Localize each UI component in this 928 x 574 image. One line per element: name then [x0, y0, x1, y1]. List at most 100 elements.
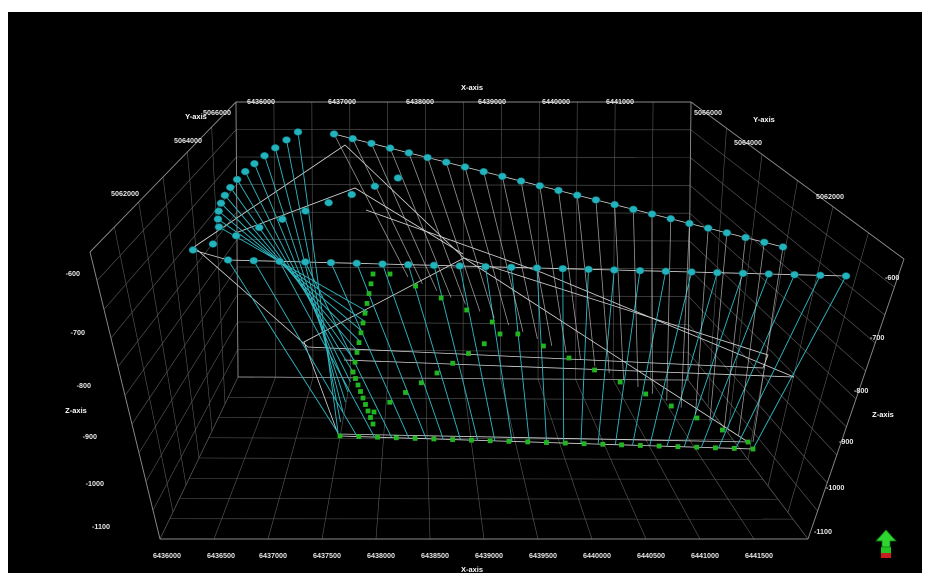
green-marker — [581, 441, 587, 447]
z-left-tick: -1000 — [86, 479, 104, 488]
z-axis-title-right: Z-axis — [872, 410, 894, 419]
green-marker — [745, 439, 751, 445]
green-marker — [370, 421, 376, 427]
cyan-marker — [460, 163, 470, 171]
green-marker — [438, 295, 444, 301]
well-path-line — [253, 260, 358, 437]
green-marker — [713, 445, 718, 451]
cyan-marker — [367, 139, 376, 148]
x-bottom-tick: 6438000 — [367, 551, 395, 560]
cyan-marker — [220, 191, 230, 200]
cyan-marker — [249, 256, 259, 265]
cyan-marker — [635, 266, 645, 275]
cyan-marker — [378, 260, 387, 268]
grid-line — [179, 498, 779, 500]
green-marker — [637, 443, 643, 448]
cyan-marker — [348, 135, 358, 143]
z-left-tick: -600 — [66, 269, 80, 278]
well-path-line — [597, 269, 615, 445]
grid-box — [89, 101, 905, 540]
frame-edge — [89, 101, 237, 253]
cyan-marker — [558, 264, 568, 273]
well-path-line — [649, 271, 692, 446]
3d-viewport[interactable]: X-axis X-axis Y-axis Y-axis Z-axis Z-axi… — [8, 12, 922, 573]
cyan-marker — [532, 264, 542, 272]
green-marker — [434, 370, 440, 376]
green-marker — [337, 433, 343, 439]
green-marker — [617, 379, 623, 385]
well-path-line — [445, 162, 495, 319]
grid-line — [537, 101, 540, 380]
up-arrow-icon[interactable] — [875, 529, 897, 558]
well-path-line — [297, 131, 339, 433]
green-marker — [643, 391, 649, 397]
green-marker — [489, 319, 495, 325]
green-marker — [562, 440, 568, 446]
green-marker — [403, 390, 408, 395]
y-right-tick: 5062000 — [816, 192, 844, 201]
well-path-line — [485, 266, 513, 442]
grid-line — [228, 396, 704, 401]
cyan-marker — [759, 238, 769, 246]
well-path-line — [483, 171, 524, 333]
cyan-marker — [223, 256, 233, 264]
cyan-marker — [703, 224, 713, 232]
green-marker — [450, 360, 456, 366]
grid-line — [198, 457, 749, 460]
cyan-marker — [188, 246, 198, 254]
x-bottom-tick: 6436500 — [207, 551, 235, 560]
green-marker — [375, 434, 380, 440]
cyan-marker — [270, 144, 280, 152]
green-marker — [720, 427, 725, 433]
well-path-line — [218, 226, 369, 313]
green-marker — [541, 343, 546, 349]
3d-scene-canvas[interactable]: X-axis X-axis Y-axis Y-axis Z-axis Z-axi… — [8, 12, 922, 573]
cyan-marker — [404, 149, 414, 157]
green-marker — [371, 409, 377, 415]
z-left-tick: -700 — [71, 328, 85, 337]
z-right-tick: -1000 — [826, 483, 844, 492]
cyan-marker — [591, 196, 601, 204]
well-path-line — [464, 166, 510, 326]
z-right-tick: -600 — [885, 273, 899, 282]
grid-line — [162, 176, 200, 459]
well-path-line — [718, 274, 795, 449]
green-marker — [431, 436, 437, 442]
well-path-line — [217, 218, 366, 323]
cyan-marker — [423, 153, 432, 162]
well-path-line — [274, 147, 344, 413]
frame-edge — [235, 101, 239, 378]
green-marker — [750, 446, 756, 452]
x-bottom-tick: 6438500 — [421, 551, 449, 560]
grid-line — [707, 128, 727, 407]
cyan-marker — [324, 199, 333, 207]
green-marker — [360, 320, 366, 326]
green-marker — [355, 382, 361, 388]
x-top-tick: 6441000 — [606, 97, 634, 106]
grid-line — [138, 201, 187, 486]
cyan-marker — [260, 152, 269, 160]
well-path-line — [683, 273, 744, 447]
well-path-line — [536, 267, 547, 443]
z-right-tick: -1100 — [814, 527, 832, 536]
green-marker — [364, 301, 370, 306]
x-axis-title-top: X-axis — [461, 83, 483, 92]
x-bottom-tick: 6437000 — [259, 551, 287, 560]
x-bottom-tick: 6441000 — [691, 551, 719, 560]
cyan-marker — [293, 128, 303, 136]
green-marker — [360, 395, 366, 401]
cyan-marker — [479, 167, 488, 176]
green-marker — [350, 369, 356, 375]
well-path-line — [680, 223, 690, 408]
z-right-tick: -800 — [854, 386, 868, 395]
well-path-line — [666, 218, 672, 401]
cyan-marker — [609, 266, 619, 274]
grid-line — [787, 232, 869, 513]
cyan-marker — [441, 158, 451, 166]
cyan-marker — [712, 268, 722, 277]
well-path-line — [723, 237, 746, 429]
frame-edge — [237, 376, 689, 381]
cyan-marker — [254, 223, 264, 232]
green-marker — [694, 444, 700, 450]
